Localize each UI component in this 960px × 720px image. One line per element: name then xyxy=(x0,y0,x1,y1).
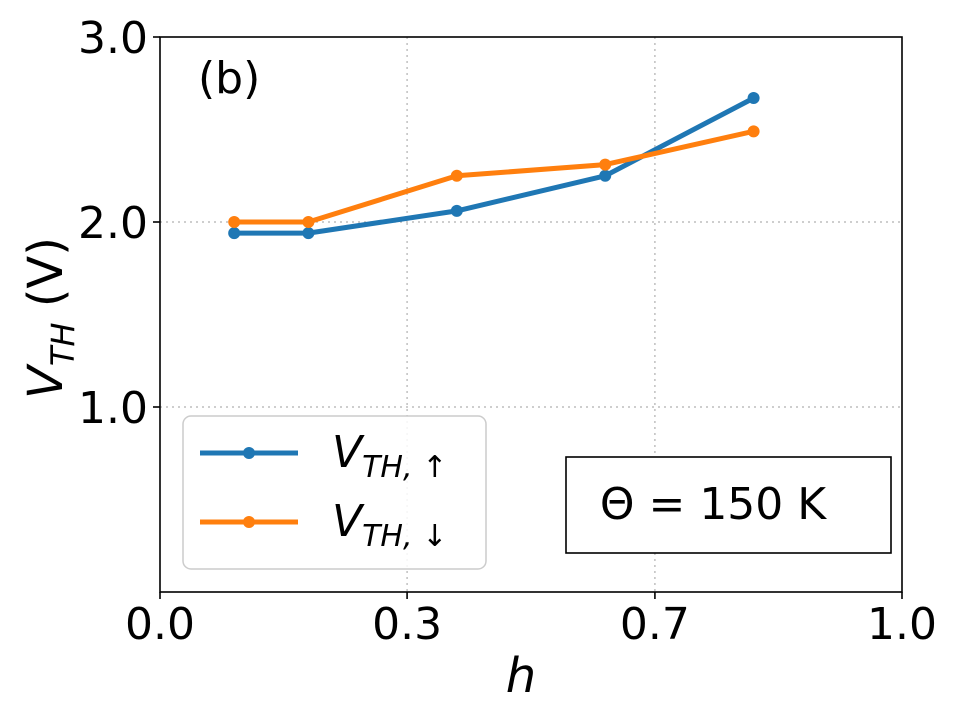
ticks: 0.0 0.3 0.7 1.0 1.0 2.0 3.0 xyxy=(78,13,937,650)
legend-entries: VTH, ↑VTH, ↓ xyxy=(200,427,447,554)
data-point xyxy=(599,158,612,171)
annotation-text: Θ = 150 K xyxy=(600,479,827,530)
x-tick-label: 0.3 xyxy=(372,599,442,650)
data-point xyxy=(450,204,463,217)
legend-label: VTH, ↓ xyxy=(332,496,447,554)
data-point xyxy=(228,216,241,228)
y-axis-label-unit: (V) xyxy=(18,237,74,323)
x-tick-label: 0.0 xyxy=(125,599,195,650)
series-layer xyxy=(228,92,760,240)
x-axis-label: h xyxy=(506,648,536,704)
legend-label-sub: TH, ↓ xyxy=(362,519,447,554)
y-tick-label: 2.0 xyxy=(78,198,148,249)
plot-frame xyxy=(159,36,903,593)
legend-label: VTH, ↑ xyxy=(332,427,447,485)
annotation-box: Θ = 150 K xyxy=(565,456,892,554)
annotation-frame xyxy=(565,456,892,554)
x-tick-label: 0.7 xyxy=(620,599,690,650)
y-axis-label-main: V xyxy=(18,363,74,399)
legend-label-main: V xyxy=(332,427,365,478)
x-tick-label: 1.0 xyxy=(867,599,937,650)
legend-entry-2: VTH, ↓ xyxy=(200,496,447,554)
series-2 xyxy=(228,125,760,228)
data-point xyxy=(747,92,760,105)
data-point xyxy=(599,169,612,182)
data-point xyxy=(302,227,315,240)
y-tick-label: 1.0 xyxy=(78,383,148,434)
legend-label-main: V xyxy=(332,496,365,547)
legend-label-sub: TH, ↑ xyxy=(362,450,447,485)
data-point xyxy=(228,227,241,240)
y-axis-label-sub: TH xyxy=(44,323,82,367)
y-tick-label: 3.0 xyxy=(78,13,148,64)
legend-swatch-marker xyxy=(243,447,255,459)
panel-label: (b) xyxy=(198,53,260,104)
data-point xyxy=(450,169,463,182)
legend-entry-1: VTH, ↑ xyxy=(200,427,447,485)
data-point xyxy=(747,125,760,138)
data-point xyxy=(302,216,315,228)
legend: VTH, ↑VTH, ↓ xyxy=(182,415,487,570)
y-axis-label: VTH (V) xyxy=(18,237,82,399)
series-1 xyxy=(228,92,760,240)
legend-swatch-marker xyxy=(243,516,255,528)
